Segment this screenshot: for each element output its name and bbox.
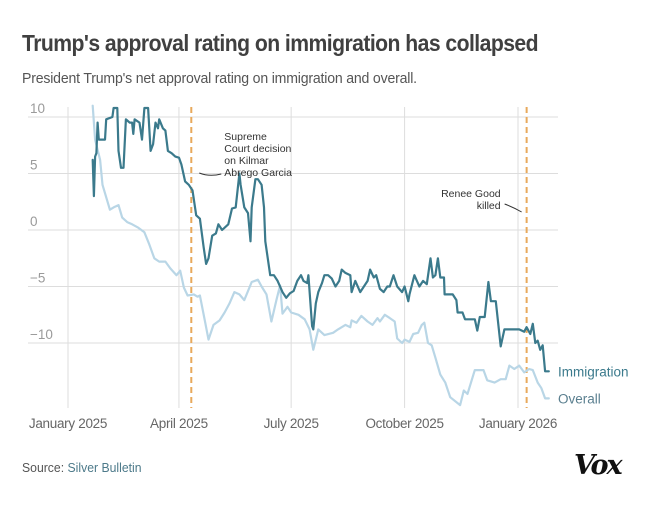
series-label-immigration: Immigration bbox=[558, 364, 629, 379]
chart-area: 10 5 0 −5 −10 January 2025 April 2025 July 2025… bbox=[28, 101, 629, 431]
series-line-overall bbox=[91, 104, 550, 407]
labels: 10 5 0 −5 −10 January 2025 April 2025 July 2025… bbox=[29, 101, 629, 431]
x-tick-label: April 2025 bbox=[150, 416, 208, 431]
series bbox=[91, 104, 550, 407]
grid bbox=[28, 107, 558, 408]
y-tick-label: 5 bbox=[30, 158, 38, 173]
source-note: Source: Silver Bulletin bbox=[22, 460, 142, 475]
annotation-text: Renee Good bbox=[441, 188, 501, 200]
y-tick-label: −5 bbox=[30, 271, 45, 286]
annotation-text: on Kilmar bbox=[224, 155, 269, 167]
y-tick-label: 0 bbox=[30, 214, 38, 229]
series-line-immigration bbox=[91, 106, 550, 373]
source-prefix: Source: bbox=[22, 460, 68, 475]
annotation-text: Supreme bbox=[224, 131, 267, 143]
x-tick-label: July 2025 bbox=[264, 416, 319, 431]
chart-title: Trump's approval rating on immigration h… bbox=[22, 30, 539, 56]
x-tick-label: January 2026 bbox=[479, 416, 557, 431]
vox-logo: Vox bbox=[574, 450, 623, 481]
y-tick-label: −10 bbox=[30, 327, 53, 342]
annotation-lines bbox=[190, 107, 528, 408]
series-label-overall: Overall bbox=[558, 391, 601, 406]
x-tick-label: October 2025 bbox=[365, 416, 443, 431]
annotation-text: Court decision bbox=[224, 143, 291, 155]
y-tick-label: 10 bbox=[30, 101, 45, 116]
chart-subtitle: President Trump's net approval rating on… bbox=[22, 70, 417, 87]
annotation-connector bbox=[504, 203, 522, 213]
annotation-text: killed bbox=[477, 200, 501, 212]
annotation-connector bbox=[199, 172, 222, 176]
source-link[interactable]: Silver Bulletin bbox=[67, 460, 142, 475]
x-tick-label: January 2025 bbox=[29, 416, 107, 431]
annotation-text: Abrego Garcia bbox=[224, 167, 292, 179]
